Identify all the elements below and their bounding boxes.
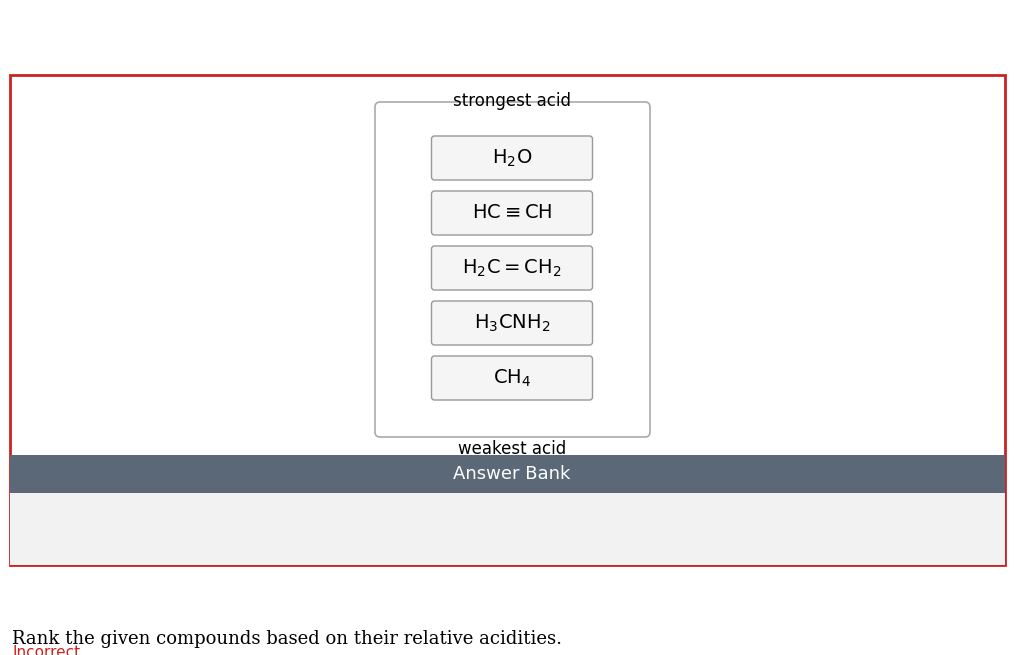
Text: $\mathrm{H_2C{=}CH_2}$: $\mathrm{H_2C{=}CH_2}$ [462,257,562,278]
Bar [10,455,1005,493]
Text: $\mathrm{H_2O}$: $\mathrm{H_2O}$ [492,147,532,168]
Text: $\mathrm{H_3CNH_2}$: $\mathrm{H_3CNH_2}$ [474,312,550,333]
Text: strongest acid: strongest acid [453,92,571,110]
Text: Answer Bank: Answer Bank [454,465,570,483]
Text: Rank the given compounds based on their relative acidities.: Rank the given compounds based on their … [12,630,562,648]
Text: $\mathrm{HC{\equiv}CH}$: $\mathrm{HC{\equiv}CH}$ [472,204,552,222]
FancyBboxPatch shape [375,102,650,437]
Bar [10,75,1005,565]
FancyBboxPatch shape [431,246,593,290]
FancyBboxPatch shape [431,356,593,400]
Text: Incorrect: Incorrect [12,645,80,655]
FancyBboxPatch shape [431,301,593,345]
FancyBboxPatch shape [431,136,593,180]
FancyBboxPatch shape [431,191,593,235]
Bar [10,493,1005,565]
Text: $\mathrm{CH_4}$: $\mathrm{CH_4}$ [493,367,531,388]
Text: weakest acid: weakest acid [458,440,566,458]
